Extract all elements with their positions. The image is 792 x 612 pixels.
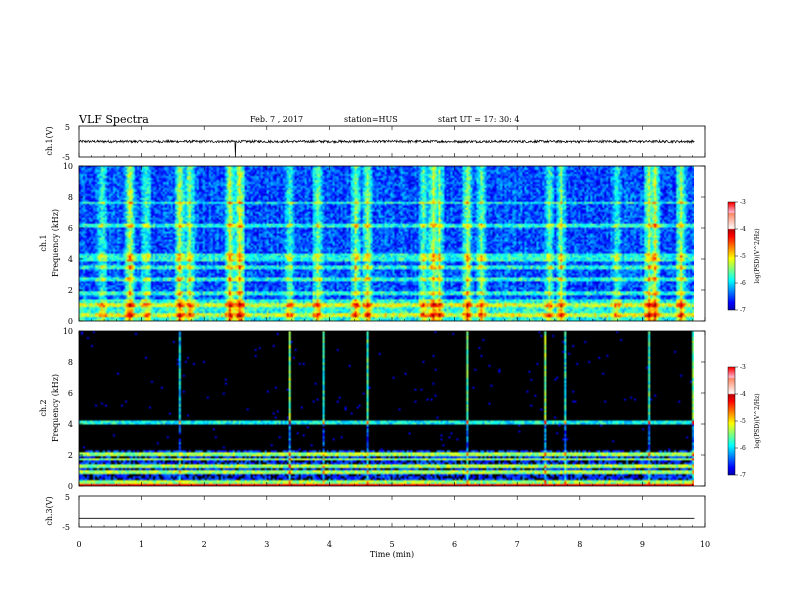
ch3-waveform-ylabel: ch.3(V) — [45, 496, 54, 525]
spectrogram-ch1-ytick-label: 2 — [68, 286, 73, 295]
spectrogram-ch2-ytick-label: 2 — [68, 451, 73, 460]
time-tick-label: 1 — [139, 540, 144, 549]
time-tick-label: 6 — [452, 540, 457, 549]
colorbar-ch1-gradient — [728, 202, 735, 310]
spectrogram-panel-ch2: 0 2 4 6 8 10 ch.2 Frequency (kHz) — [39, 327, 706, 491]
time-tick-label: 2 — [202, 540, 207, 549]
colorbar-ch1: -3 -4 -5 -6 -7 log(PSD)(V^2/Hz) — [727, 199, 761, 314]
colorbar-ch2-label: log(PSD)(V^2/Hz) — [754, 393, 761, 448]
colorbar-ch1-tick-label: -5 — [740, 253, 746, 260]
colorbar-ch1-label: log(PSD)(V^2/Hz) — [754, 228, 761, 283]
figure-title: VLF Spectra — [79, 113, 149, 126]
ch1-frequency-ylabel: Frequency (kHz) — [51, 209, 60, 277]
spectrogram-panel-ch1: 0 2 4 6 8 10 ch.1 Frequency (kHz) — [39, 162, 706, 326]
time-axis: 0 1 2 3 4 5 6 7 8 9 10 — [76, 126, 710, 549]
spectrogram-ch1-ytick-label: 0 — [68, 317, 73, 326]
spectrogram-ch2-ytick-label: 10 — [63, 327, 73, 336]
spectrogram-ch1-ytick-label: 6 — [68, 224, 73, 233]
time-tick-label: 3 — [264, 540, 269, 549]
spectrogram-ch2-image — [79, 331, 694, 486]
station-label: station=HUS — [344, 115, 398, 124]
colorbar-ch2-gradient — [728, 367, 735, 475]
spectrogram-ch2-ytick-label: 0 — [68, 482, 73, 491]
ch1-ytick-top: 5 — [65, 123, 70, 132]
spectrogram-ch1-ytick-label: 10 — [63, 162, 73, 171]
waveform-panel-ch1: 5 -5 ch.1(V) — [45, 123, 706, 162]
colorbar-ch2-tick-label: -6 — [740, 445, 746, 452]
colorbar-ch1-tick-label: -3 — [740, 199, 746, 206]
ch1-spectrogram-channel-label: ch.1 — [39, 234, 48, 251]
colorbar-ch2-tick-label: -5 — [740, 418, 746, 425]
ch2-frequency-ylabel: Frequency (kHz) — [51, 374, 60, 442]
time-tick-label: 0 — [76, 540, 81, 549]
time-tick-label: 5 — [389, 540, 394, 549]
ch2-spectrogram-channel-label: ch.2 — [39, 399, 48, 416]
spectrogram-ch2-ytick-label: 8 — [68, 358, 73, 367]
colorbar-ch2-tick-label: -3 — [740, 364, 746, 371]
time-tick-label: 7 — [515, 540, 520, 549]
waveform-ch1-trace — [78, 138, 695, 158]
colorbar-ch2-tick-label: -7 — [740, 472, 746, 479]
ch3-ytick-top: 5 — [65, 493, 70, 502]
waveform-panel-ch3: 5 -5 ch.3(V) — [45, 493, 706, 532]
ch1-ytick-bottom: -5 — [62, 153, 70, 162]
spectrogram-ch1-ytick-label: 8 — [68, 193, 73, 202]
colorbar-ch1-tick-label: -7 — [740, 307, 746, 314]
ch3-ytick-bottom: -5 — [62, 523, 70, 532]
start-time-label: start UT = 17: 30: 4 — [438, 115, 520, 124]
waveform-ch3-frame — [78, 495, 706, 528]
time-tick-label: 4 — [327, 540, 332, 549]
ch1-waveform-ylabel: ch.1(V) — [45, 126, 54, 155]
colorbar-ch1-tick-label: -6 — [740, 280, 746, 287]
time-tick-label: 8 — [577, 540, 582, 549]
colorbar-ch2: -3 -4 -5 -6 -7 log(PSD)(V^2/Hz) — [727, 364, 761, 479]
time-tick-label: 10 — [700, 540, 710, 549]
spectrogram-ch1-image — [79, 166, 694, 321]
spectrogram-ch2-ytick-label: 4 — [68, 420, 73, 429]
time-axis-label: Time (min) — [370, 550, 414, 559]
colorbar-ch2-tick-label: -4 — [740, 391, 746, 398]
colorbar-ch1-tick-label: -4 — [740, 226, 746, 233]
spectrogram-ch1-ytick-label: 4 — [68, 255, 73, 264]
time-tick-label: 9 — [640, 540, 645, 549]
date-label: Feb. 7 , 2017 — [250, 115, 304, 124]
spectrogram-ch2-ytick-label: 6 — [68, 389, 73, 398]
